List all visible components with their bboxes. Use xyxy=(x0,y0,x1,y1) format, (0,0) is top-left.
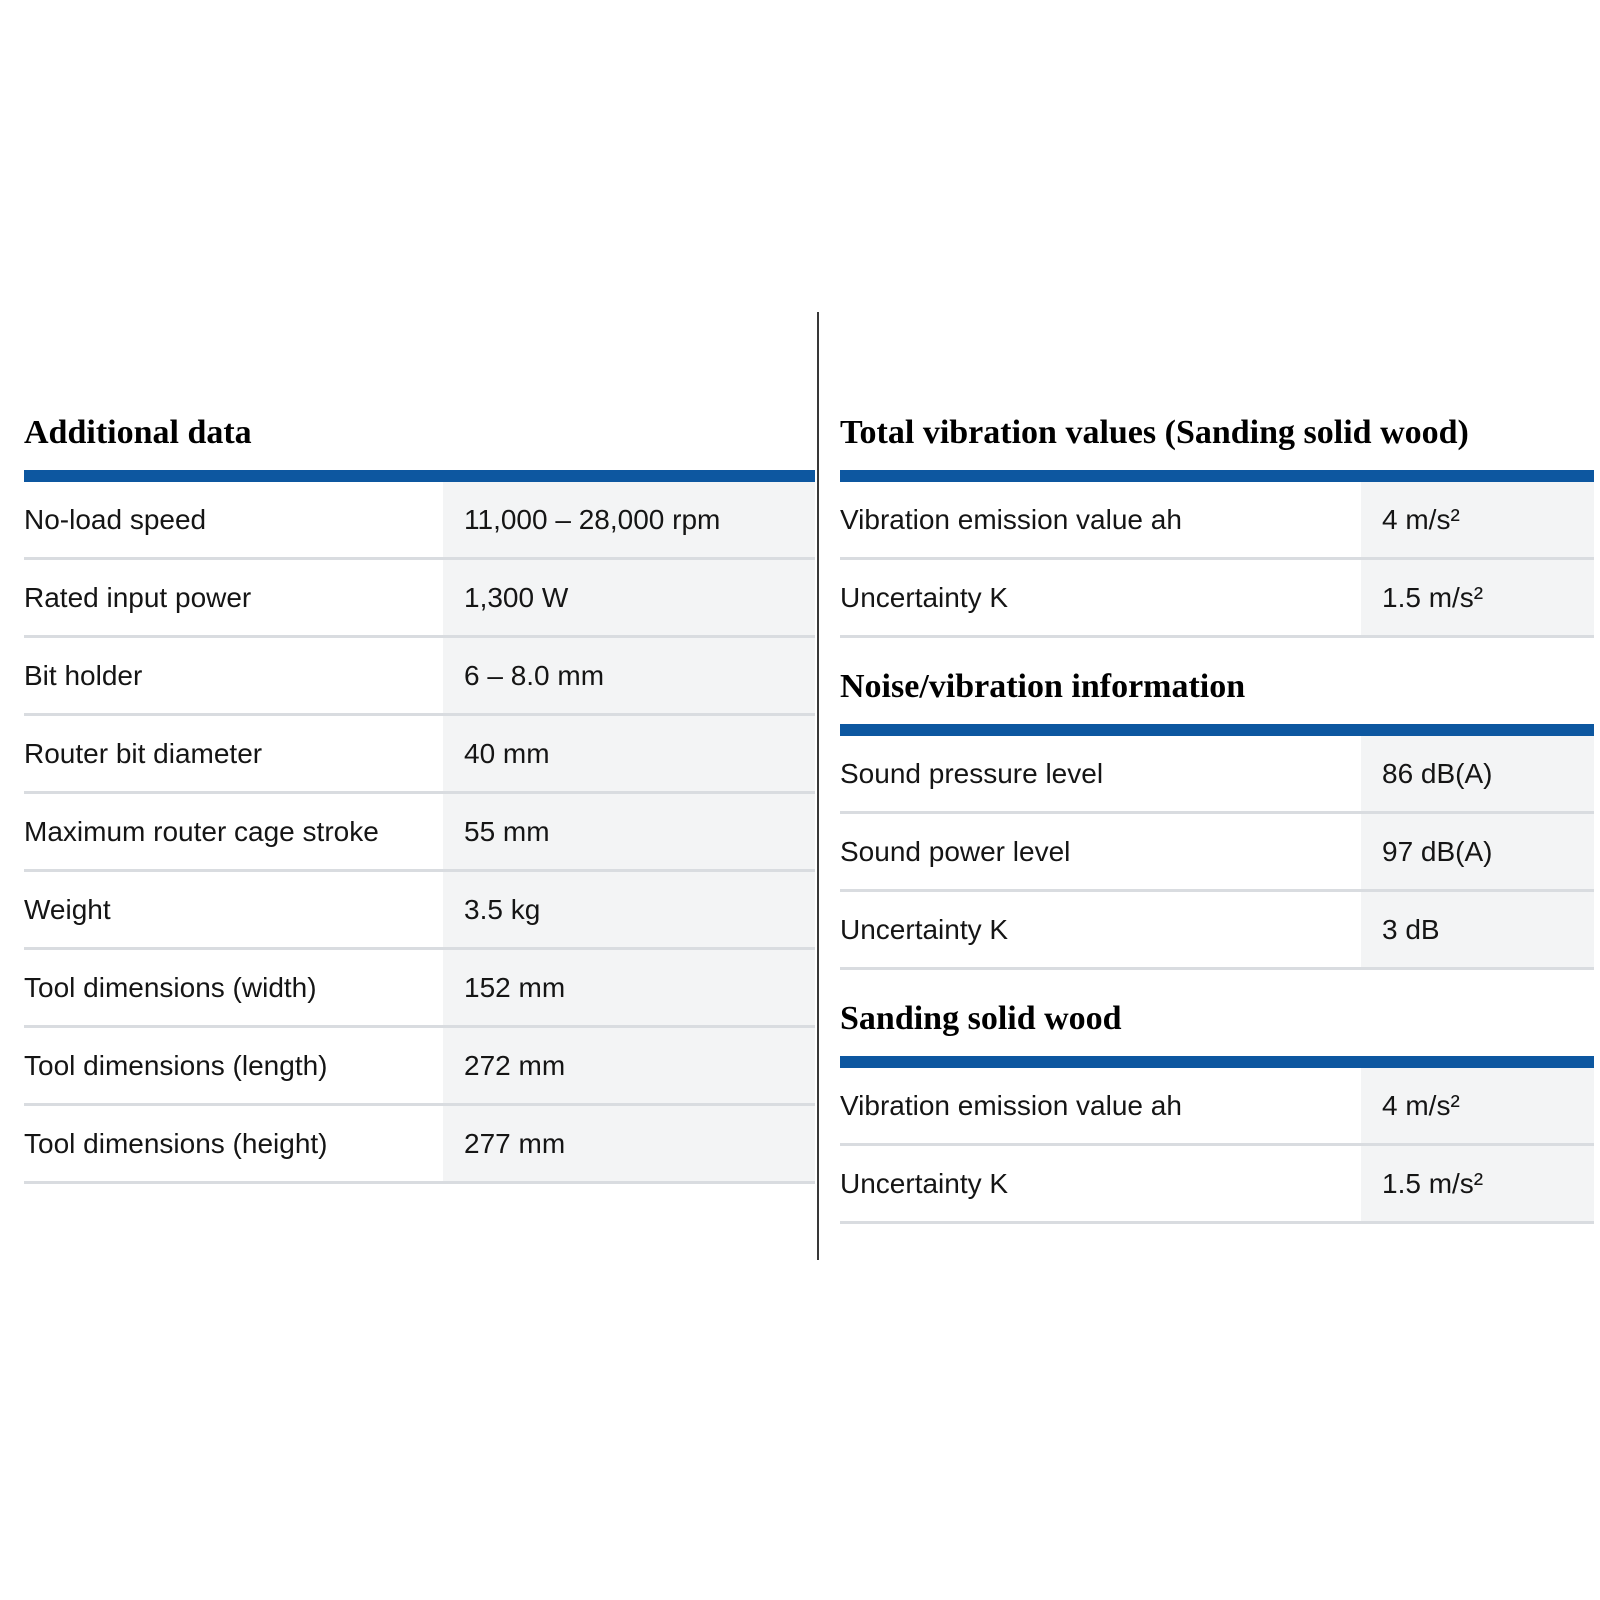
spec-label: Router bit diameter xyxy=(24,716,443,791)
accent-bar xyxy=(24,470,815,482)
spec-label: Vibration emission value ah xyxy=(840,1068,1361,1143)
spec-value: 40 mm xyxy=(443,716,815,791)
table-row: Sound pressure level 86 dB(A) xyxy=(840,736,1594,814)
spec-label: Maximum router cage stroke xyxy=(24,794,443,869)
spec-value: 4 m/s² xyxy=(1361,482,1594,557)
spec-label: Tool dimensions (length) xyxy=(24,1028,443,1103)
spec-label: Rated input power xyxy=(24,560,443,635)
spec-section-sanding-solid-wood: Sanding solid wood Vibration emission va… xyxy=(840,998,1594,1224)
table-row: Rated input power 1,300 W xyxy=(24,560,815,638)
table-row: Uncertainty K 1.5 m/s² xyxy=(840,560,1594,638)
spec-value: 55 mm xyxy=(443,794,815,869)
spec-column-right: Total vibration values (Sanding solid wo… xyxy=(840,412,1594,1224)
spec-value: 152 mm xyxy=(443,950,815,1025)
column-divider xyxy=(817,312,819,1260)
spec-value: 1,300 W xyxy=(443,560,815,635)
spec-rows: No-load speed 11,000 – 28,000 rpm Rated … xyxy=(24,482,815,1184)
table-row: Maximum router cage stroke 55 mm xyxy=(24,794,815,872)
table-row: Uncertainty K 1.5 m/s² xyxy=(840,1146,1594,1224)
spec-label: Bit holder xyxy=(24,638,443,713)
spec-section-noise-vibration-information: Noise/vibration information Sound pressu… xyxy=(840,666,1594,970)
spec-label: Weight xyxy=(24,872,443,947)
spec-label: Sound pressure level xyxy=(840,736,1361,811)
spec-label: Tool dimensions (height) xyxy=(24,1106,443,1181)
section-heading: Additional data xyxy=(24,414,252,451)
accent-bar xyxy=(840,1056,1594,1068)
table-row: Bit holder 6 – 8.0 mm xyxy=(24,638,815,716)
spec-section-total-vibration-values: Total vibration values (Sanding solid wo… xyxy=(840,412,1594,638)
spec-label: Uncertainty K xyxy=(840,560,1361,635)
table-row: Tool dimensions (width) 152 mm xyxy=(24,950,815,1028)
spec-value: 1.5 m/s² xyxy=(1361,560,1594,635)
spec-rows: Sound pressure level 86 dB(A) Sound powe… xyxy=(840,736,1594,970)
spec-label: Tool dimensions (width) xyxy=(24,950,443,1025)
table-row: Vibration emission value ah 4 m/s² xyxy=(840,482,1594,560)
section-heading: Noise/vibration information xyxy=(840,668,1246,705)
spec-label: Sound power level xyxy=(840,814,1361,889)
section-heading: Sanding solid wood xyxy=(840,1000,1122,1037)
table-row: Vibration emission value ah 4 m/s² xyxy=(840,1068,1594,1146)
spec-value: 86 dB(A) xyxy=(1361,736,1594,811)
table-row: Router bit diameter 40 mm xyxy=(24,716,815,794)
spec-value: 11,000 – 28,000 rpm xyxy=(443,482,815,557)
spec-label: No-load speed xyxy=(24,482,443,557)
spec-value: 272 mm xyxy=(443,1028,815,1103)
spec-column-left: Additional data No-load speed 11,000 – 2… xyxy=(24,412,815,1184)
accent-bar xyxy=(840,470,1594,482)
table-row: Uncertainty K 3 dB xyxy=(840,892,1594,970)
spec-section-additional-data: Additional data No-load speed 11,000 – 2… xyxy=(24,412,815,1184)
spec-label: Uncertainty K xyxy=(840,1146,1361,1221)
spec-label: Uncertainty K xyxy=(840,892,1361,967)
section-heading: Total vibration values (Sanding solid wo… xyxy=(840,414,1469,451)
table-row: Tool dimensions (length) 272 mm xyxy=(24,1028,815,1106)
spec-value: 3 dB xyxy=(1361,892,1594,967)
spec-value: 4 m/s² xyxy=(1361,1068,1594,1143)
spec-value: 1.5 m/s² xyxy=(1361,1146,1594,1221)
spec-rows: Vibration emission value ah 4 m/s² Uncer… xyxy=(840,482,1594,638)
spec-value: 277 mm xyxy=(443,1106,815,1181)
table-row: Weight 3.5 kg xyxy=(24,872,815,950)
spec-value: 3.5 kg xyxy=(443,872,815,947)
table-row: Tool dimensions (height) 277 mm xyxy=(24,1106,815,1184)
accent-bar xyxy=(840,724,1594,736)
table-row: Sound power level 97 dB(A) xyxy=(840,814,1594,892)
table-row: No-load speed 11,000 – 28,000 rpm xyxy=(24,482,815,560)
spec-value: 6 – 8.0 mm xyxy=(443,638,815,713)
spec-value: 97 dB(A) xyxy=(1361,814,1594,889)
spec-rows: Vibration emission value ah 4 m/s² Uncer… xyxy=(840,1068,1594,1224)
spec-label: Vibration emission value ah xyxy=(840,482,1361,557)
